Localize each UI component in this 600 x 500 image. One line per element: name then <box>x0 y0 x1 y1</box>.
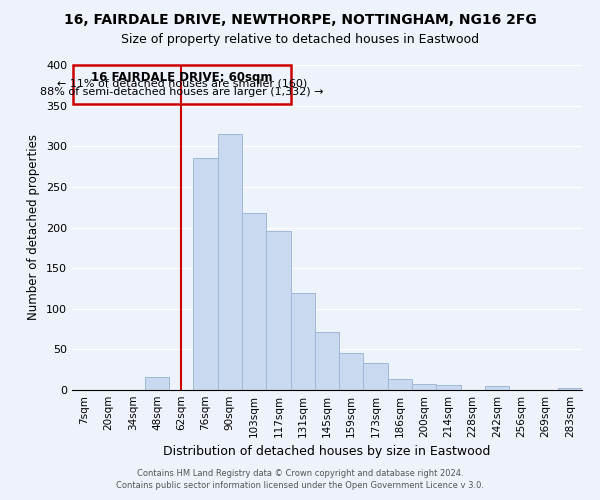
Text: Contains HM Land Registry data © Crown copyright and database right 2024.: Contains HM Land Registry data © Crown c… <box>137 468 463 477</box>
Bar <box>218 134 242 390</box>
Text: 16 FAIRDALE DRIVE: 60sqm: 16 FAIRDALE DRIVE: 60sqm <box>91 70 272 84</box>
Text: 16, FAIRDALE DRIVE, NEWTHORPE, NOTTINGHAM, NG16 2FG: 16, FAIRDALE DRIVE, NEWTHORPE, NOTTINGHA… <box>64 12 536 26</box>
Bar <box>412 384 436 390</box>
Bar <box>266 231 290 390</box>
Text: Contains public sector information licensed under the Open Government Licence v : Contains public sector information licen… <box>116 481 484 490</box>
Bar <box>388 380 412 390</box>
Bar <box>436 385 461 390</box>
Bar <box>193 158 218 390</box>
Bar <box>145 377 169 390</box>
Bar <box>339 352 364 390</box>
Bar <box>315 332 339 390</box>
Text: 88% of semi-detached houses are larger (1,332) →: 88% of semi-detached houses are larger (… <box>40 87 323 97</box>
Bar <box>73 65 290 104</box>
X-axis label: Distribution of detached houses by size in Eastwood: Distribution of detached houses by size … <box>163 446 491 458</box>
Text: ← 11% of detached houses are smaller (160): ← 11% of detached houses are smaller (16… <box>57 79 307 89</box>
Text: Size of property relative to detached houses in Eastwood: Size of property relative to detached ho… <box>121 32 479 46</box>
Bar <box>558 388 582 390</box>
Bar <box>485 386 509 390</box>
Bar <box>364 363 388 390</box>
Bar <box>242 213 266 390</box>
Y-axis label: Number of detached properties: Number of detached properties <box>28 134 40 320</box>
Bar <box>290 294 315 390</box>
